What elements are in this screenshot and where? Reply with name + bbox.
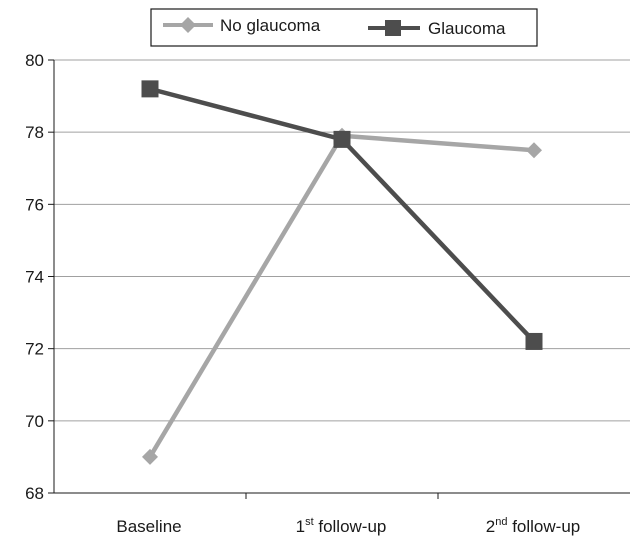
legend-marker-glaucoma xyxy=(385,20,401,36)
y-tick-label: 70 xyxy=(25,412,44,431)
y-tick-label: 76 xyxy=(25,195,44,214)
y-tick-label: 74 xyxy=(25,268,44,287)
legend-marker-no-glaucoma xyxy=(180,17,196,33)
data-point-glaucoma xyxy=(141,80,159,98)
y-tick-label: 78 xyxy=(25,123,44,142)
x-tick-label-sup: st xyxy=(305,516,314,528)
series-group xyxy=(141,80,543,465)
x-axis-ticks: Baseline 1st follow-up 2nd follow-up xyxy=(116,493,580,536)
x-tick-label-base: 2 xyxy=(486,517,495,536)
x-tick-label: Baseline xyxy=(116,517,181,536)
x-tick-label-sup: nd xyxy=(495,516,507,528)
x-tick-label: 2nd follow-up xyxy=(486,516,580,536)
x-tick-label-base: Baseline xyxy=(116,517,181,536)
y-tick-label: 80 xyxy=(25,51,44,70)
series-line-glaucoma xyxy=(149,86,536,343)
series-line-no-glaucoma xyxy=(148,133,535,459)
y-tick-label: 72 xyxy=(25,340,44,359)
x-tick-label-base: 1 xyxy=(296,517,305,536)
data-point-glaucoma xyxy=(525,332,543,350)
legend-label-no-glaucoma: No glaucoma xyxy=(220,16,321,35)
data-point-no-glaucoma xyxy=(142,448,158,465)
y-axis-ticks: 68 70 72 74 76 78 80 xyxy=(25,51,54,503)
x-tick-label: 1st follow-up xyxy=(296,516,387,536)
y-tick-label: 68 xyxy=(25,484,44,503)
data-point-glaucoma xyxy=(333,130,351,148)
data-point-no-glaucoma xyxy=(526,142,542,159)
x-tick-label-rest: follow-up xyxy=(507,517,580,536)
gridlines xyxy=(54,59,630,422)
legend: No glaucoma Glaucoma xyxy=(150,8,538,47)
x-tick-label-rest: follow-up xyxy=(314,517,387,536)
legend-box xyxy=(150,8,538,47)
legend-label-glaucoma: Glaucoma xyxy=(428,19,506,38)
